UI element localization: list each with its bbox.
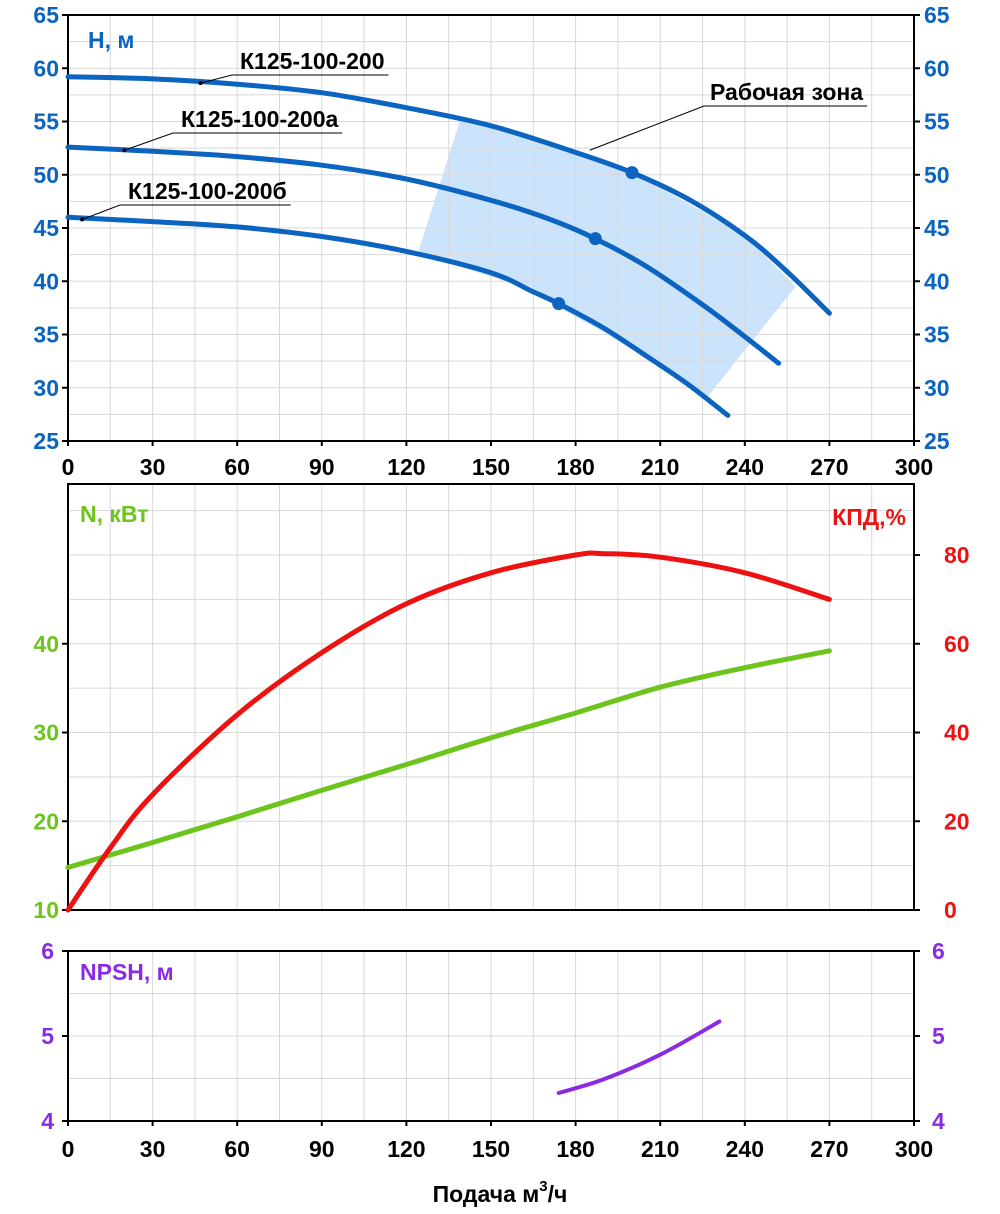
head-curve-leader-dot-0	[198, 81, 203, 86]
head-y-tick-right: 30	[924, 375, 950, 401]
head-curve-label-0: К125-100-200	[240, 48, 384, 74]
head-x-tick: 120	[387, 454, 425, 480]
head-y-tick-left: 65	[33, 2, 59, 28]
head-y-tick-left: 30	[33, 375, 59, 401]
npsh-grid	[67, 950, 915, 1122]
npsh-x-tick: 120	[387, 1136, 425, 1162]
power-y-tick: 10	[33, 897, 59, 923]
npsh-x-tick: 0	[62, 1136, 75, 1162]
head-y-tick-left: 35	[33, 322, 59, 348]
working-zone-label: Рабочая зона	[710, 79, 863, 105]
head-y-tick-right: 35	[924, 322, 950, 348]
head-curve-leader-1	[124, 132, 343, 151]
head-y-tick-left: 55	[33, 109, 59, 135]
head-curve-0	[65, 74, 832, 316]
efficiency-y-tick: 20	[944, 808, 970, 834]
head-curve-marker-0	[625, 166, 639, 180]
npsh-x-tick: 90	[309, 1136, 335, 1162]
npsh-x-tick: 150	[472, 1136, 510, 1162]
head-y-tick-right: 40	[924, 268, 950, 294]
working-zone-leader	[589, 105, 868, 151]
efficiency-y-tick: 80	[944, 542, 970, 568]
npsh-x-tick: 210	[641, 1136, 679, 1162]
npsh-y-tick-right: 6	[932, 938, 945, 964]
power-efficiency-panel: 10 20 30 40 0 20 40 60 80 N, кВт КПД,%	[33, 483, 970, 923]
head-y-tick-left: 40	[33, 268, 59, 294]
head-y-tick-left: 50	[33, 162, 59, 188]
head-y-tick-left: 60	[33, 55, 59, 81]
head-curves: К125-100-200 К125-100-200а К125-100-200б Ра…	[65, 48, 868, 418]
head-curve-leader-dot-1	[122, 148, 127, 153]
npsh-axis-label: NPSH, м	[80, 959, 174, 985]
efficiency-y-tick: 40	[944, 720, 970, 746]
npsh-y-tick-right: 4	[932, 1108, 945, 1134]
npsh-x-tick: 30	[140, 1136, 166, 1162]
head-y-tick-right: 60	[924, 55, 950, 81]
head-curve-leader-dot-2	[80, 217, 85, 222]
power-curve	[65, 648, 832, 870]
head-curve-marker-1	[588, 232, 602, 246]
power-efficiency-curves	[65, 550, 832, 913]
x-axis-title-main: Подача м	[433, 1181, 540, 1207]
head-x-tick: 270	[810, 454, 848, 480]
npsh-x-tick: 240	[726, 1136, 764, 1162]
head-y-tick-right: 55	[924, 109, 950, 135]
efficiency-y-tick: 60	[944, 631, 970, 657]
head-curve-label-2: К125-100-200б	[128, 178, 287, 204]
head-curve-leader-0	[200, 74, 389, 84]
head-y-tick-right: 25	[924, 428, 950, 454]
head-y-tick-right: 65	[924, 2, 950, 28]
head-x-tick: 150	[472, 454, 510, 480]
head-curve-1	[65, 144, 782, 366]
power-axis-label: N, кВт	[80, 501, 148, 527]
power-y-tick: 20	[33, 808, 59, 834]
npsh-y-tick-left: 5	[41, 1023, 54, 1049]
head-curve-leader-2	[81, 204, 291, 220]
head-x-tick: 60	[224, 454, 250, 480]
npsh-curve-line	[556, 1019, 722, 1095]
power-efficiency-axis-ticks: 10 20 30 40 0 20 40 60 80	[33, 542, 969, 923]
head-curve-marker-2	[552, 297, 566, 311]
head-x-tick: 300	[895, 454, 933, 480]
head-x-tick: 90	[309, 454, 335, 480]
power-y-tick: 40	[33, 631, 59, 657]
head-x-tick: 30	[140, 454, 166, 480]
efficiency-curve	[65, 550, 832, 913]
x-axis-title: Подача м3/ч	[433, 1178, 568, 1207]
head-curve-label-1: К125-100-200а	[181, 106, 338, 132]
npsh-y-tick-left: 6	[41, 938, 54, 964]
head-x-tick: 240	[726, 454, 764, 480]
npsh-y-tick-right: 5	[932, 1023, 945, 1049]
npsh-x-tick: 180	[556, 1136, 594, 1162]
head-axis-ticks: 25 30 35 40 45 50 55 60 65 25 30 35 40 45 50 55 60 65 0 30 6…	[33, 2, 949, 480]
npsh-x-tick: 300	[895, 1136, 933, 1162]
head-curve-2	[65, 214, 731, 418]
head-x-tick: 210	[641, 454, 679, 480]
x-axis-title-superscript: 3	[539, 1178, 547, 1195]
efficiency-axis-label: КПД,%	[832, 504, 906, 530]
working-zone-area	[417, 120, 796, 397]
npsh-x-tick: 270	[810, 1136, 848, 1162]
head-y-tick-right: 50	[924, 162, 950, 188]
head-axis-label: H, м	[88, 27, 134, 53]
head-y-tick-left: 45	[33, 215, 59, 241]
power-efficiency-grid	[67, 484, 915, 911]
x-axis-title-tail: /ч	[548, 1181, 568, 1207]
head-panel: 25 30 35 40 45 50 55 60 65 25 30 35 40 45 50 55 60 65 0 30 6…	[33, 2, 949, 480]
head-x-tick: 180	[556, 454, 594, 480]
power-y-tick: 30	[33, 720, 59, 746]
head-y-tick-right: 45	[924, 215, 950, 241]
head-x-tick: 0	[62, 454, 75, 480]
power-efficiency-panel-frame	[67, 483, 915, 911]
npsh-x-tick: 60	[224, 1136, 250, 1162]
efficiency-y-tick: 0	[944, 897, 957, 923]
head-y-tick-left: 25	[33, 428, 59, 454]
npsh-curve	[556, 1019, 722, 1095]
npsh-y-tick-left: 4	[41, 1108, 54, 1134]
